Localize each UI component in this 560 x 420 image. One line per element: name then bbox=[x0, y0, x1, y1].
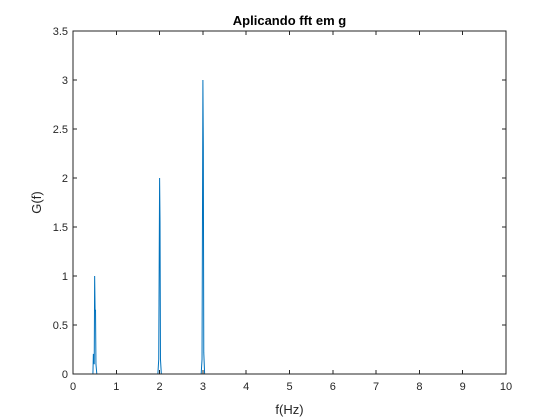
x-tick-label: 4 bbox=[243, 381, 249, 393]
y-tick-label: 1.5 bbox=[53, 222, 68, 234]
x-tick-label: 1 bbox=[113, 381, 119, 393]
x-tick-label: 5 bbox=[286, 381, 292, 393]
chart-title: Aplicando fft em g bbox=[233, 13, 346, 28]
y-tick-label: 3 bbox=[62, 75, 68, 87]
y-tick-label: 1 bbox=[62, 271, 68, 283]
x-tick-label: 10 bbox=[500, 381, 512, 393]
x-tick-label: 0 bbox=[70, 381, 76, 393]
y-tick-label: 2.5 bbox=[53, 124, 68, 136]
y-tick-label: 0.5 bbox=[53, 320, 68, 332]
x-tick-label: 9 bbox=[460, 381, 466, 393]
x-tick-label: 8 bbox=[416, 381, 422, 393]
y-tick-label: 3.5 bbox=[53, 26, 68, 38]
x-tick-label: 3 bbox=[200, 381, 206, 393]
y-axis-label: G(f) bbox=[29, 191, 44, 213]
x-tick-label: 7 bbox=[373, 381, 379, 393]
x-tick-label: 6 bbox=[330, 381, 336, 393]
plot-background bbox=[73, 31, 506, 374]
y-tick-label: 2 bbox=[62, 173, 68, 185]
x-tick-label: 2 bbox=[157, 381, 163, 393]
y-tick-label: 0 bbox=[62, 369, 68, 381]
x-axis-label: f(Hz) bbox=[275, 402, 303, 417]
